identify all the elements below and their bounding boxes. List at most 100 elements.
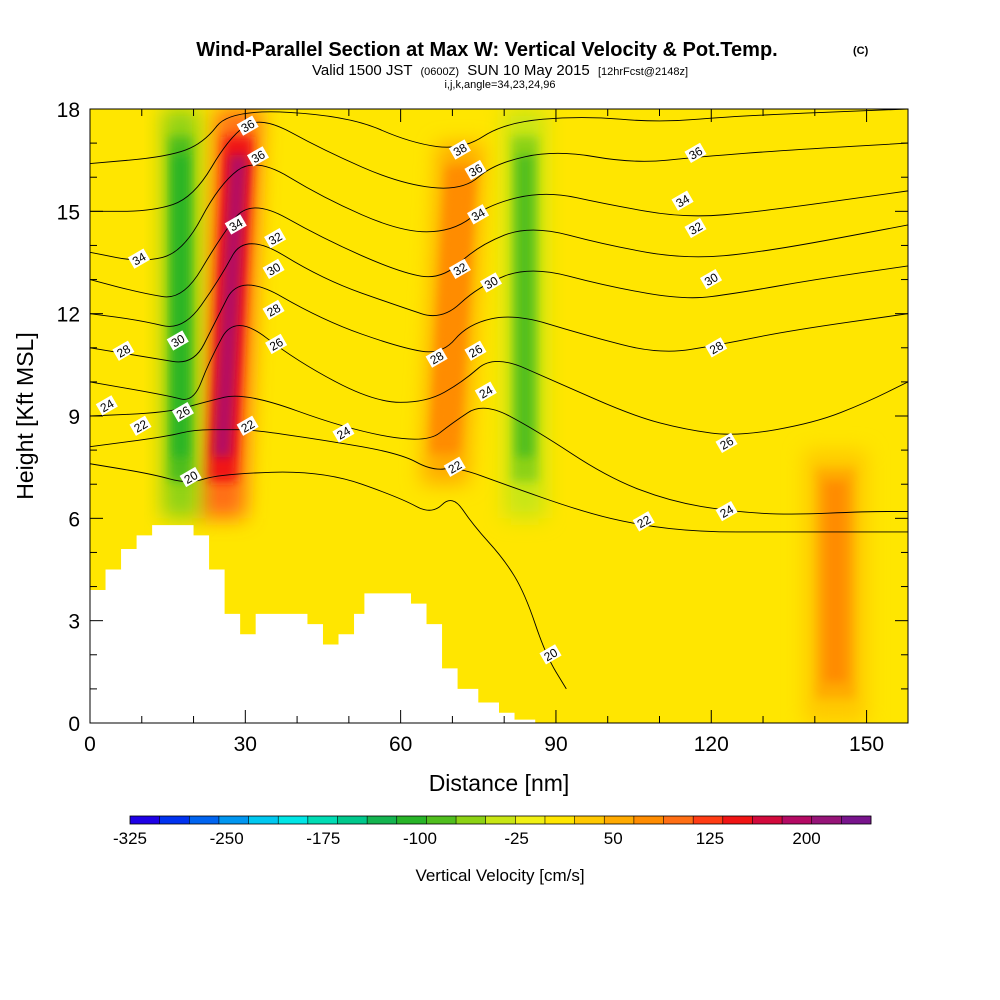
- colorbar-swatch: [337, 816, 368, 824]
- contour-label-text: 30: [702, 270, 721, 289]
- contour-label-box: [466, 204, 490, 225]
- colorbar-swatch: [811, 816, 842, 824]
- theta-contour-34: [90, 164, 908, 261]
- theta-contour-30: [90, 243, 908, 327]
- contour-label-text: 28: [265, 301, 284, 320]
- subtitle-forecast: [12hrFcst@2148z]: [598, 66, 688, 78]
- contour-label-box: [171, 402, 194, 423]
- colorbar-swatch: [663, 816, 694, 824]
- contour-label-box: [474, 381, 497, 402]
- contour-label: 30: [166, 330, 189, 351]
- contour-label: 32: [448, 258, 471, 280]
- chart-subtitle-indices: i,j,k,angle=34,23,24,96: [444, 79, 555, 91]
- contour-label-text: 32: [686, 219, 705, 238]
- colorbar-swatch: [722, 816, 753, 824]
- contour-label: 28: [705, 337, 728, 358]
- y-axis-label: Height [Kft MSL]: [12, 332, 38, 499]
- contour-label: 38: [448, 139, 471, 160]
- contour-label-text: 28: [114, 342, 133, 361]
- colorbar-swatch: [574, 816, 605, 824]
- theta-contour-36: [90, 121, 908, 212]
- contour-label: 24: [95, 395, 118, 416]
- contour-label-text: 22: [131, 417, 150, 436]
- updraft-band-2-2: [436, 181, 470, 434]
- contour-label-box: [332, 422, 355, 443]
- title-copyright-mark: (C): [853, 45, 869, 57]
- x-tick-label: 30: [234, 733, 257, 756]
- colorbar-swatch: [218, 816, 249, 824]
- updraft-band-0-2: [213, 155, 247, 457]
- contour-label-text: 30: [169, 331, 188, 350]
- colorbar-swatch: [604, 816, 635, 824]
- contour-label-text: 24: [334, 423, 353, 442]
- contour-label-box: [166, 330, 189, 351]
- contour-label-box: [671, 190, 694, 211]
- contour-label-box: [264, 228, 287, 249]
- theta-contour-24: [90, 395, 908, 515]
- theta-contour-28: [90, 284, 908, 363]
- contour-label-box: [127, 248, 150, 269]
- contour-label: 26: [715, 432, 738, 453]
- contour-label-box: [443, 456, 466, 477]
- contour-label: 34: [127, 248, 150, 269]
- plot-area: [90, 109, 908, 723]
- contour-label-box: [479, 272, 503, 293]
- contour-label-box: [179, 466, 202, 488]
- colorbar-label: Vertical Velocity [cm/s]: [415, 866, 584, 885]
- colorbar-swatch: [396, 816, 427, 824]
- contour-label-text: 36: [466, 161, 485, 180]
- colorbar-swatch: [782, 816, 813, 824]
- y-tick-label: 0: [68, 713, 80, 736]
- downdraft-band-1-2: [173, 155, 188, 457]
- contour-label: 36: [236, 115, 259, 136]
- colorbar-swatch: [544, 816, 575, 824]
- contour-label-box: [224, 214, 247, 235]
- x-axis-label: Distance [nm]: [429, 770, 570, 796]
- colorbar-tick-label: -250: [210, 829, 244, 848]
- contour-label: 26: [265, 333, 288, 355]
- contour-label-box: [236, 115, 259, 136]
- contour-label: 28: [112, 340, 135, 361]
- contour-label-box: [262, 258, 285, 280]
- contour-label: 28: [262, 299, 285, 320]
- contour-label-text: 36: [239, 116, 258, 135]
- colorbar-swatch: [159, 816, 190, 824]
- contour-label-box: [705, 337, 728, 358]
- contour-label-text: 26: [174, 403, 193, 422]
- x-tick-label: 90: [544, 733, 567, 756]
- contour-label: 24: [715, 500, 738, 522]
- colorbar-swatch: [426, 816, 457, 824]
- colorbar-swatch: [367, 816, 398, 824]
- x-tick-label: 150: [849, 733, 884, 756]
- contour-label-text: 24: [98, 396, 117, 415]
- contour-label: 34: [671, 190, 694, 211]
- contour-label-box: [699, 268, 723, 290]
- contour-label-text: 36: [249, 147, 268, 166]
- x-tick-label: 0: [84, 733, 96, 756]
- contour-label-text: 20: [541, 645, 560, 664]
- contour-label: 36: [684, 142, 707, 164]
- colorbar-frame: [129, 815, 872, 825]
- contour-label: 22: [632, 511, 655, 532]
- potential-temperature-contours: [90, 109, 908, 690]
- theta-contour-20: [90, 463, 567, 690]
- colorbar-tick-label: 125: [696, 829, 724, 848]
- contour-label: 22: [443, 456, 466, 477]
- colorbar-swatch: [189, 816, 220, 824]
- contour-label-box: [464, 340, 487, 361]
- colorbar-swatch: [752, 816, 783, 824]
- colorbar-swatch: [841, 816, 872, 824]
- contour-label-text: 26: [466, 342, 485, 361]
- contour-label-box: [684, 142, 707, 164]
- contour-label: 22: [129, 415, 152, 436]
- x-tick-label: 60: [389, 733, 412, 756]
- contour-label: 20: [539, 644, 562, 665]
- y-tick-label: 6: [68, 508, 80, 531]
- contour-label-text: 34: [227, 215, 246, 234]
- colorbar-swatch: [248, 816, 279, 824]
- chart-subtitle: Valid 1500 JST (0600Z) SUN 10 May 2015 […: [312, 62, 688, 79]
- contour-label-box: [448, 139, 471, 160]
- y-tick-label: 12: [57, 304, 80, 327]
